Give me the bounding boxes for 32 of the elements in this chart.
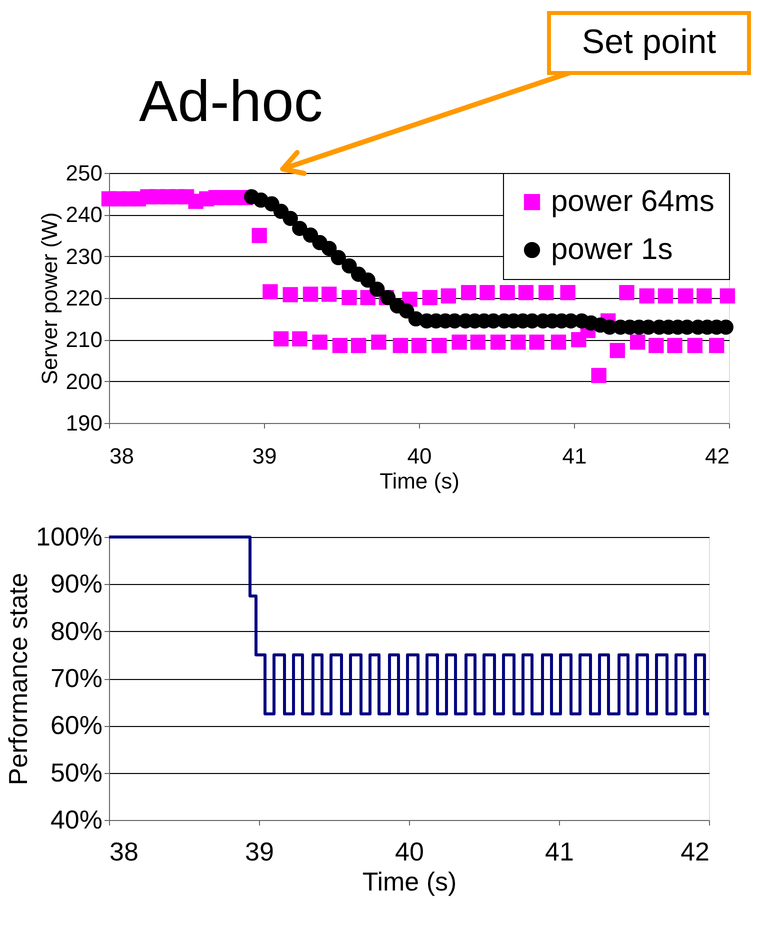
x-axis-title: Time (s) [380, 468, 460, 494]
x-tick-label: 38 [110, 836, 138, 866]
x-tick-label: 42 [705, 444, 730, 468]
y-axis-title: Server power (W) [36, 212, 62, 385]
y-tick-label: 60% [50, 710, 102, 740]
y-tick-label: 70% [50, 663, 102, 693]
x-tick-label: 38 [110, 444, 134, 468]
chart-title: Ad-hoc [139, 69, 323, 134]
y-axis-title: Performance state [3, 572, 33, 786]
x-tick-label: 40 [395, 836, 424, 866]
y-tick-label: 90% [50, 568, 102, 599]
y-tick-label: 40% [50, 804, 102, 834]
y-tick-label: 240 [66, 202, 102, 228]
x-tick-label: 39 [245, 836, 274, 866]
y-tick-label: 200 [66, 368, 102, 394]
y-tick-label: 190 [66, 410, 102, 436]
y-tick-label: 250 [66, 160, 102, 186]
y-tick-label: 230 [66, 244, 102, 269]
x-tick-label: 41 [545, 836, 574, 866]
y-tick-label: 220 [66, 286, 102, 310]
y-tick-label: 210 [66, 327, 102, 352]
legend-label: power 64ms [551, 185, 714, 218]
y-tick-label: 100% [36, 522, 102, 552]
y-tick-label: 80% [50, 616, 102, 646]
y-tick-label: 50% [50, 757, 102, 788]
x-tick-label: 42 [680, 836, 710, 866]
x-tick-label: 40 [407, 444, 432, 468]
x-tick-label: 41 [562, 444, 587, 468]
x-tick-label: 39 [252, 444, 277, 468]
legend-label: power 1s [551, 233, 673, 266]
text: Set point [582, 23, 717, 61]
x-axis-title: Time (s) [362, 866, 457, 896]
